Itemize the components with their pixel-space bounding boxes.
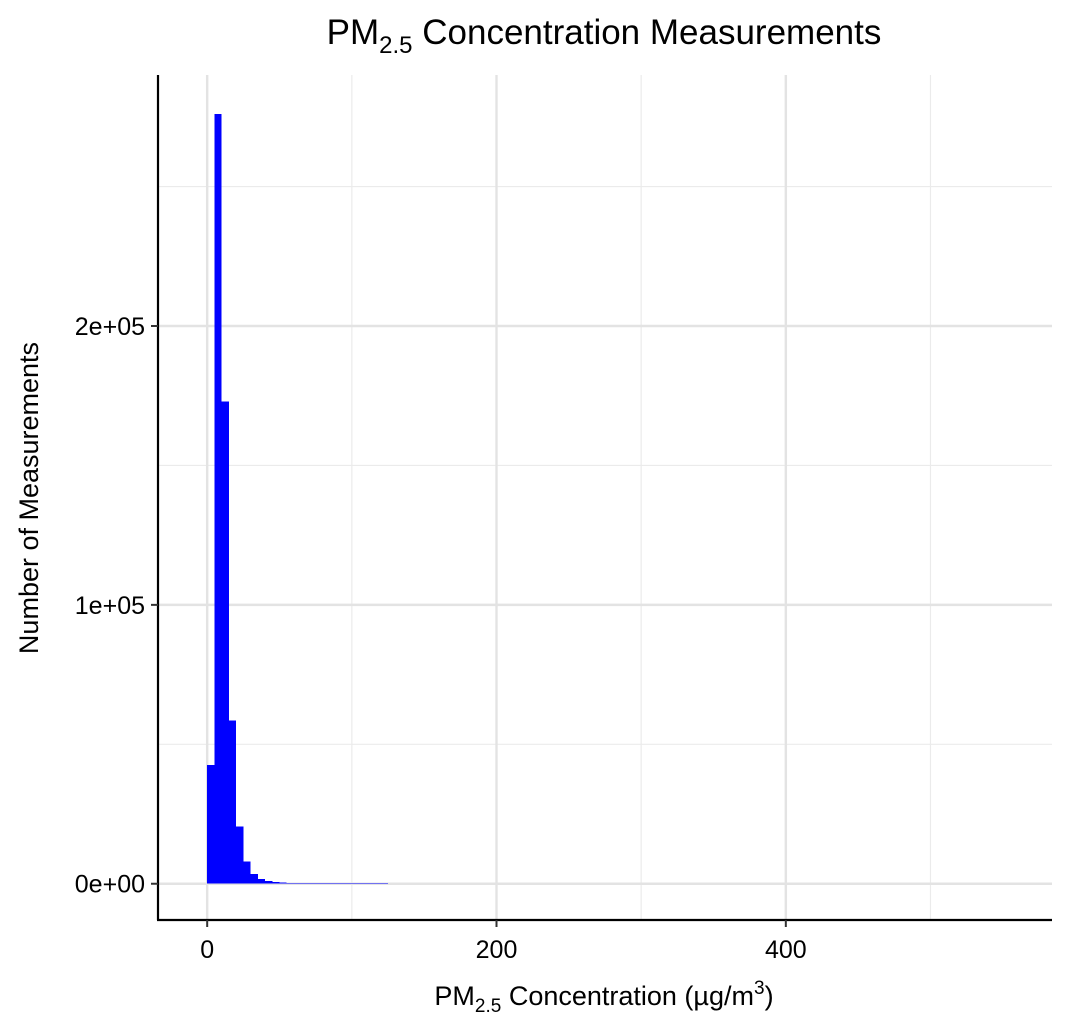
histogram-bar	[214, 114, 222, 884]
histogram-bar	[344, 883, 352, 884]
y-tick-label: 0e+00	[75, 871, 145, 899]
histogram-bar	[243, 861, 251, 884]
histogram-bar	[265, 881, 273, 884]
ticks-layer: 0 200 400 0e+00 1e+05 2e+05	[75, 313, 807, 964]
y-tick-label: 1e+05	[75, 592, 145, 620]
x-axis-title-superscript: 3	[754, 978, 765, 999]
histogram-bar	[293, 883, 302, 884]
histogram-bar	[272, 882, 280, 884]
histogram-bar	[301, 883, 309, 884]
bars-layer	[207, 114, 389, 884]
x-tick-label: 0	[200, 936, 214, 964]
x-axis-title-end: )	[765, 981, 774, 1011]
histogram-bar	[373, 883, 381, 884]
chart-title-main: PM	[327, 13, 380, 52]
histogram-bar	[286, 882, 294, 884]
histogram-bar	[322, 883, 331, 884]
histogram-bar	[236, 826, 244, 884]
x-axis-title-main: PM	[434, 981, 475, 1011]
x-axis-title-rest: Concentration (µg/m	[501, 981, 754, 1011]
histogram-bar	[308, 883, 316, 884]
histogram-bar	[351, 883, 360, 884]
x-tick-label: 200	[476, 936, 518, 964]
histogram-bar	[315, 883, 323, 884]
histogram-bar	[337, 883, 345, 884]
grid-layer	[158, 75, 1052, 920]
x-axis-title-subscript: 2.5	[475, 996, 501, 1017]
x-tick-label: 400	[765, 936, 807, 964]
histogram-bar	[257, 879, 266, 884]
histogram-bar	[366, 883, 374, 884]
y-axis-title: Number of Measurements	[14, 342, 44, 654]
histogram-bar	[207, 765, 215, 884]
histogram-bar	[221, 401, 229, 884]
y-tick-label: 2e+05	[75, 313, 145, 341]
x-axis-title: PM2.5 Concentration (µg/m3)	[434, 978, 773, 1017]
histogram-bar	[228, 720, 237, 884]
chart-title-rest: Concentration Measurements	[413, 13, 882, 52]
histogram-bar	[359, 883, 367, 884]
histogram-bar	[330, 883, 338, 884]
histogram-bar	[250, 873, 258, 884]
chart-title-subscript: 2.5	[379, 32, 412, 59]
histogram-bar	[380, 883, 389, 884]
chart-title: PM2.5 Concentration Measurements	[327, 13, 882, 59]
histogram-bar	[279, 882, 287, 884]
